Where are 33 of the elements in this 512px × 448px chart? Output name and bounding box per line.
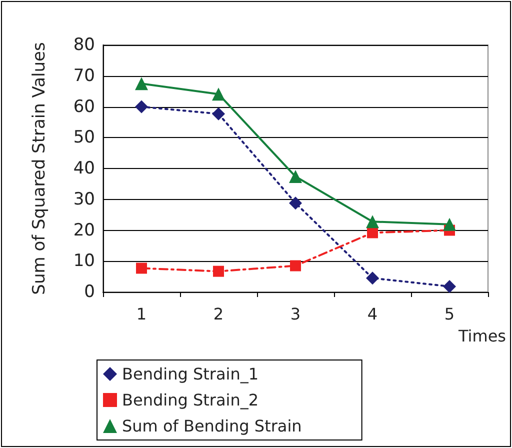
legend-label: Sum of Bending Strain	[122, 416, 302, 436]
y-tick-label: 50	[73, 128, 95, 148]
y-tick-label: 30	[73, 189, 95, 210]
y-tick-label: 60	[73, 96, 95, 117]
point	[212, 107, 225, 120]
y-tick-label: 20	[73, 220, 95, 240]
point	[366, 215, 379, 228]
point	[367, 227, 378, 238]
point	[213, 266, 224, 277]
x-tick-label: 1	[136, 304, 147, 324]
legend-label: Bending Strain_1	[122, 364, 259, 384]
legend-label: Bending Strain_2	[122, 390, 259, 410]
point	[135, 100, 148, 114]
point	[289, 196, 302, 210]
point	[136, 262, 147, 274]
point	[443, 280, 456, 293]
point	[290, 260, 301, 272]
x-axis-title: Times	[458, 326, 506, 346]
y-tick-label: 0	[84, 282, 95, 302]
y-tick-label: 40	[73, 158, 95, 178]
y-tick-label: 70	[73, 66, 95, 86]
point	[212, 88, 225, 101]
point	[135, 77, 148, 90]
point	[289, 170, 302, 184]
y-tick-label: 10	[73, 251, 95, 272]
point	[366, 272, 379, 285]
y-tick-label: 80	[73, 35, 95, 55]
x-tick-label: 5	[444, 304, 455, 324]
y-axis-title: Sum of Squared Strain Values	[30, 42, 50, 295]
x-tick-label: 3	[290, 304, 301, 324]
point	[443, 218, 456, 231]
x-tick-label: 4	[367, 304, 378, 324]
x-tick-label: 2	[213, 304, 224, 324]
